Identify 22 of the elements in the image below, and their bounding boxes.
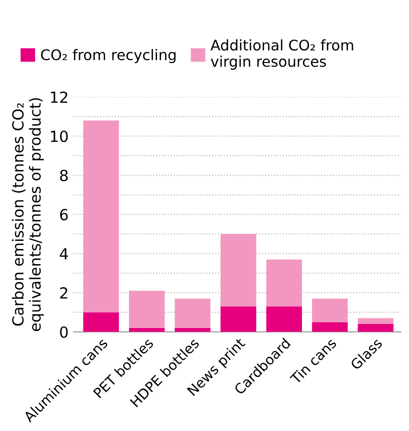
bar (128, 290, 165, 328)
bar (312, 322, 348, 332)
bar (266, 259, 302, 306)
legend-label: Additional CO₂ from virgin resources (210, 39, 354, 70)
y-tick-label: 12 (50, 91, 68, 103)
bar (83, 120, 119, 312)
bar (266, 306, 302, 332)
y-tick-label: 10 (50, 130, 68, 142)
legend-label: CO₂ from recycling (41, 48, 176, 64)
bar (220, 234, 256, 306)
bar (312, 298, 348, 322)
y-tick-label: 6 (60, 208, 68, 220)
y-tick-label: 4 (60, 248, 68, 260)
bar (358, 318, 394, 324)
y-tick-label: 8 (60, 170, 68, 182)
y-tick-label: 0 (60, 326, 68, 338)
bar (83, 312, 119, 332)
y-tick-label: 2 (60, 287, 68, 299)
bar (220, 306, 256, 332)
bar (358, 324, 394, 332)
bar (174, 298, 210, 328)
y-axis-title: Carbon emission (tonnes CO₂ equivalents/tonnes of product) (12, 98, 44, 332)
